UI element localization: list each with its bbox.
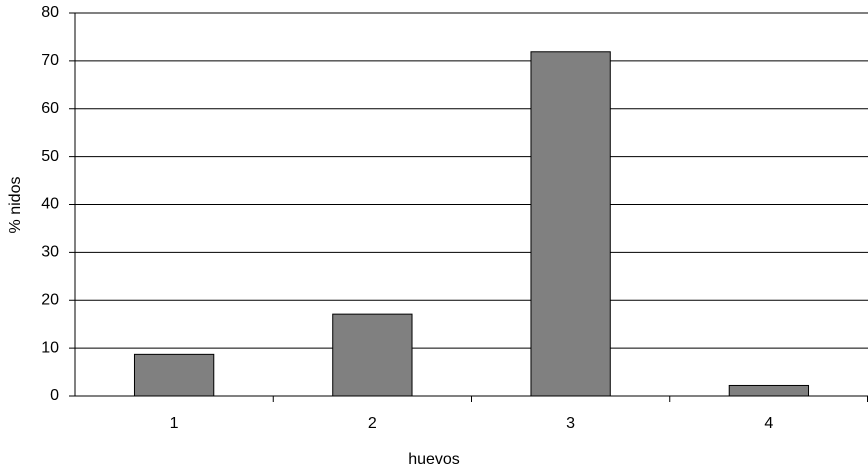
y-tick-label: 10	[41, 339, 59, 356]
y-tick-label: 40	[41, 196, 59, 213]
y-tick-label: 50	[41, 148, 59, 165]
x-tick-label: 2	[368, 415, 377, 432]
x-axis-label: huevos	[408, 451, 460, 468]
bar	[133, 353, 215, 397]
x-tick-label: 4	[764, 415, 773, 432]
y-tick-label: 80	[41, 4, 59, 21]
y-tick-label: 0	[50, 387, 59, 404]
x-tick-label: 1	[170, 415, 179, 432]
y-axis-label: % nidos	[7, 177, 24, 234]
y-tick-label: 60	[41, 100, 59, 117]
x-tick-label: 3	[566, 415, 575, 432]
y-tick-label: 20	[41, 291, 59, 308]
y-tick-label: 70	[41, 52, 59, 69]
bar	[728, 384, 810, 397]
bar	[332, 313, 413, 397]
y-tick-label: 30	[41, 244, 59, 261]
bar	[530, 51, 611, 397]
